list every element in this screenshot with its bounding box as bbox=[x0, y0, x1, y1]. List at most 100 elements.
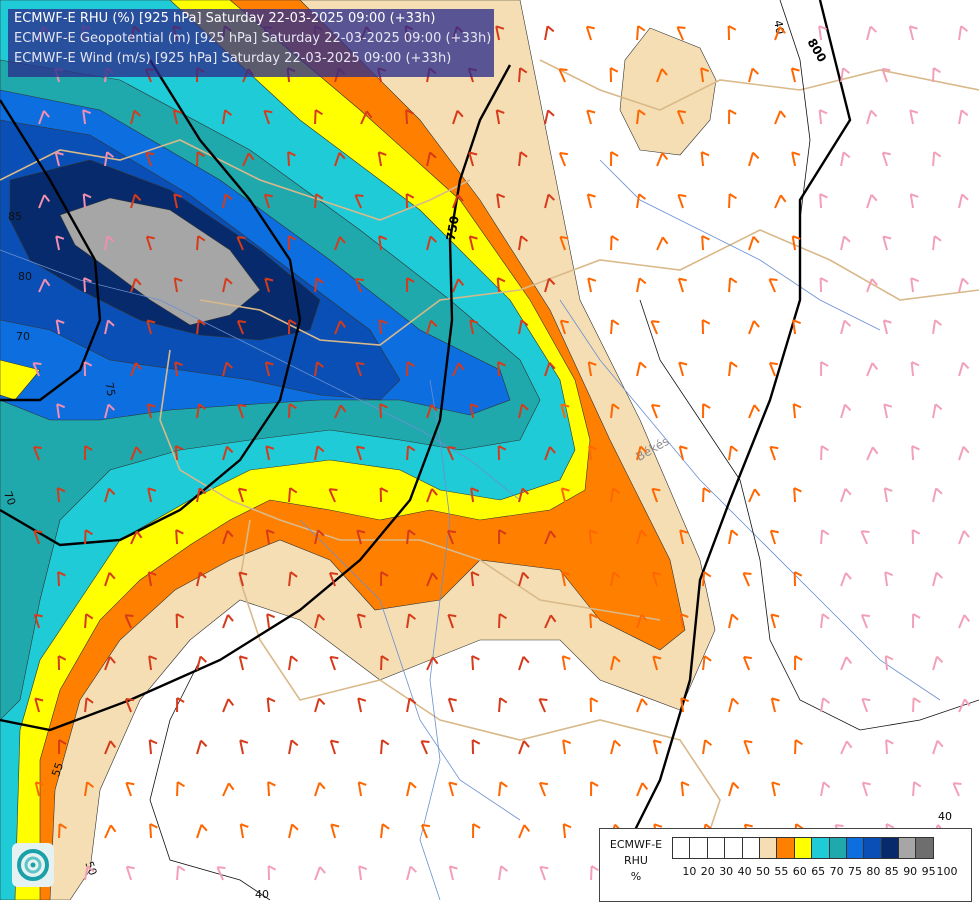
title-rhu: ECMWF-E RHU (%) [925 hPa] Saturday 22-03… bbox=[14, 11, 436, 26]
wind-barb bbox=[728, 529, 739, 545]
wind-barb bbox=[792, 319, 802, 335]
wind-barb bbox=[82, 109, 92, 125]
wind-barb bbox=[774, 110, 787, 125]
wind-barb bbox=[104, 151, 115, 167]
wind-barb bbox=[380, 739, 390, 755]
wind-barb bbox=[196, 571, 207, 587]
wind-barb bbox=[263, 193, 273, 209]
colorbar-swatch bbox=[845, 837, 865, 859]
wind-barb bbox=[820, 781, 831, 797]
wind-barb bbox=[406, 865, 418, 881]
rhu-label-70a: 70 bbox=[16, 330, 30, 343]
wind-barb bbox=[770, 613, 780, 629]
wind-barb bbox=[267, 865, 277, 881]
colorbar-tick-label: 20 bbox=[700, 865, 715, 878]
wind-barb bbox=[610, 403, 620, 419]
wind-barb bbox=[676, 109, 687, 125]
wind-barb bbox=[426, 235, 438, 251]
wind-barb bbox=[701, 319, 711, 335]
wind-barb bbox=[793, 487, 802, 503]
wind-barb bbox=[748, 488, 761, 503]
wind-barb bbox=[146, 319, 156, 335]
wind-barb bbox=[791, 151, 801, 167]
wind-barb bbox=[958, 193, 969, 209]
wind-barb bbox=[468, 151, 478, 167]
wind-barb bbox=[288, 655, 299, 671]
wind-barb bbox=[912, 697, 921, 713]
wind-barb bbox=[498, 781, 508, 797]
wind-barb bbox=[239, 823, 249, 839]
wind-barb bbox=[652, 655, 662, 671]
title-geopotential: ECMWF-E Geopotential (m) [925 hPa] Satur… bbox=[14, 31, 492, 46]
wind-barb bbox=[680, 697, 690, 713]
wind-barb bbox=[58, 739, 67, 755]
wind-barb bbox=[497, 361, 506, 377]
wind-barb bbox=[652, 739, 662, 755]
wind-barb bbox=[130, 109, 142, 125]
wind-barb bbox=[840, 235, 851, 251]
wind-barb bbox=[236, 319, 247, 335]
wind-barb bbox=[130, 362, 142, 377]
wind-barb bbox=[222, 698, 235, 713]
wind-barb bbox=[406, 529, 416, 545]
wind-barb bbox=[908, 25, 918, 41]
wind-barb bbox=[866, 278, 878, 293]
wind-barb bbox=[38, 110, 50, 125]
wind-barb bbox=[748, 236, 760, 251]
wind-barb bbox=[266, 613, 276, 629]
wind-barb bbox=[728, 613, 739, 629]
rhu-label-70b: 70 bbox=[1, 490, 18, 508]
map-title-box: ECMWF-E RHU (%) [925 hPa] Saturday 22-03… bbox=[8, 9, 494, 77]
wind-barb bbox=[768, 361, 779, 377]
colorbar-tick-label: 75 bbox=[848, 865, 862, 878]
wind-barb bbox=[196, 151, 205, 167]
wind-barb bbox=[586, 109, 596, 125]
wind-barb bbox=[560, 403, 570, 419]
wind-barb bbox=[636, 529, 648, 545]
wind-barb bbox=[55, 319, 65, 335]
wind-barb bbox=[636, 277, 647, 293]
wind-barb bbox=[610, 739, 622, 755]
wind-barb bbox=[677, 193, 687, 209]
wind-barb bbox=[328, 488, 338, 503]
wind-barb bbox=[196, 739, 208, 755]
wind-barb bbox=[728, 781, 740, 797]
wind-barb bbox=[470, 571, 480, 587]
wind-barb bbox=[636, 698, 648, 713]
wind-barb bbox=[700, 151, 710, 167]
wind-barb bbox=[883, 403, 893, 419]
wind-barb bbox=[727, 25, 737, 41]
wind-barb bbox=[378, 235, 388, 251]
wind-barb bbox=[174, 445, 184, 461]
wind-barb bbox=[636, 782, 649, 797]
wind-barb bbox=[589, 613, 598, 629]
colorbar-swatch bbox=[898, 837, 917, 859]
wind-barb bbox=[426, 488, 438, 503]
wind-barb bbox=[518, 571, 530, 587]
wind-barb bbox=[358, 865, 368, 881]
wind-barb bbox=[314, 613, 326, 629]
wind-barb bbox=[636, 193, 647, 209]
wind-barb bbox=[770, 697, 780, 713]
wind-barb bbox=[559, 235, 569, 251]
wind-barb bbox=[819, 193, 828, 209]
wind-barb bbox=[678, 445, 688, 461]
colorbar-swatch bbox=[741, 837, 760, 859]
wind-barb bbox=[471, 655, 480, 671]
wind-barb bbox=[357, 697, 367, 713]
wind-barb bbox=[882, 235, 892, 251]
colorbar-tick-label: 40 bbox=[737, 865, 752, 878]
wind-barb bbox=[932, 655, 944, 671]
wind-barb bbox=[498, 697, 508, 713]
wind-barb bbox=[406, 781, 417, 797]
wind-barb bbox=[314, 361, 325, 377]
wind-barb bbox=[448, 865, 458, 881]
wind-barb bbox=[405, 193, 415, 209]
wind-barb bbox=[702, 487, 711, 503]
wind-barb bbox=[222, 614, 234, 629]
wind-barb bbox=[356, 529, 366, 545]
rhu-label-55: 55 bbox=[49, 761, 66, 779]
wind-barb bbox=[314, 697, 326, 713]
wind-barb bbox=[518, 235, 529, 251]
